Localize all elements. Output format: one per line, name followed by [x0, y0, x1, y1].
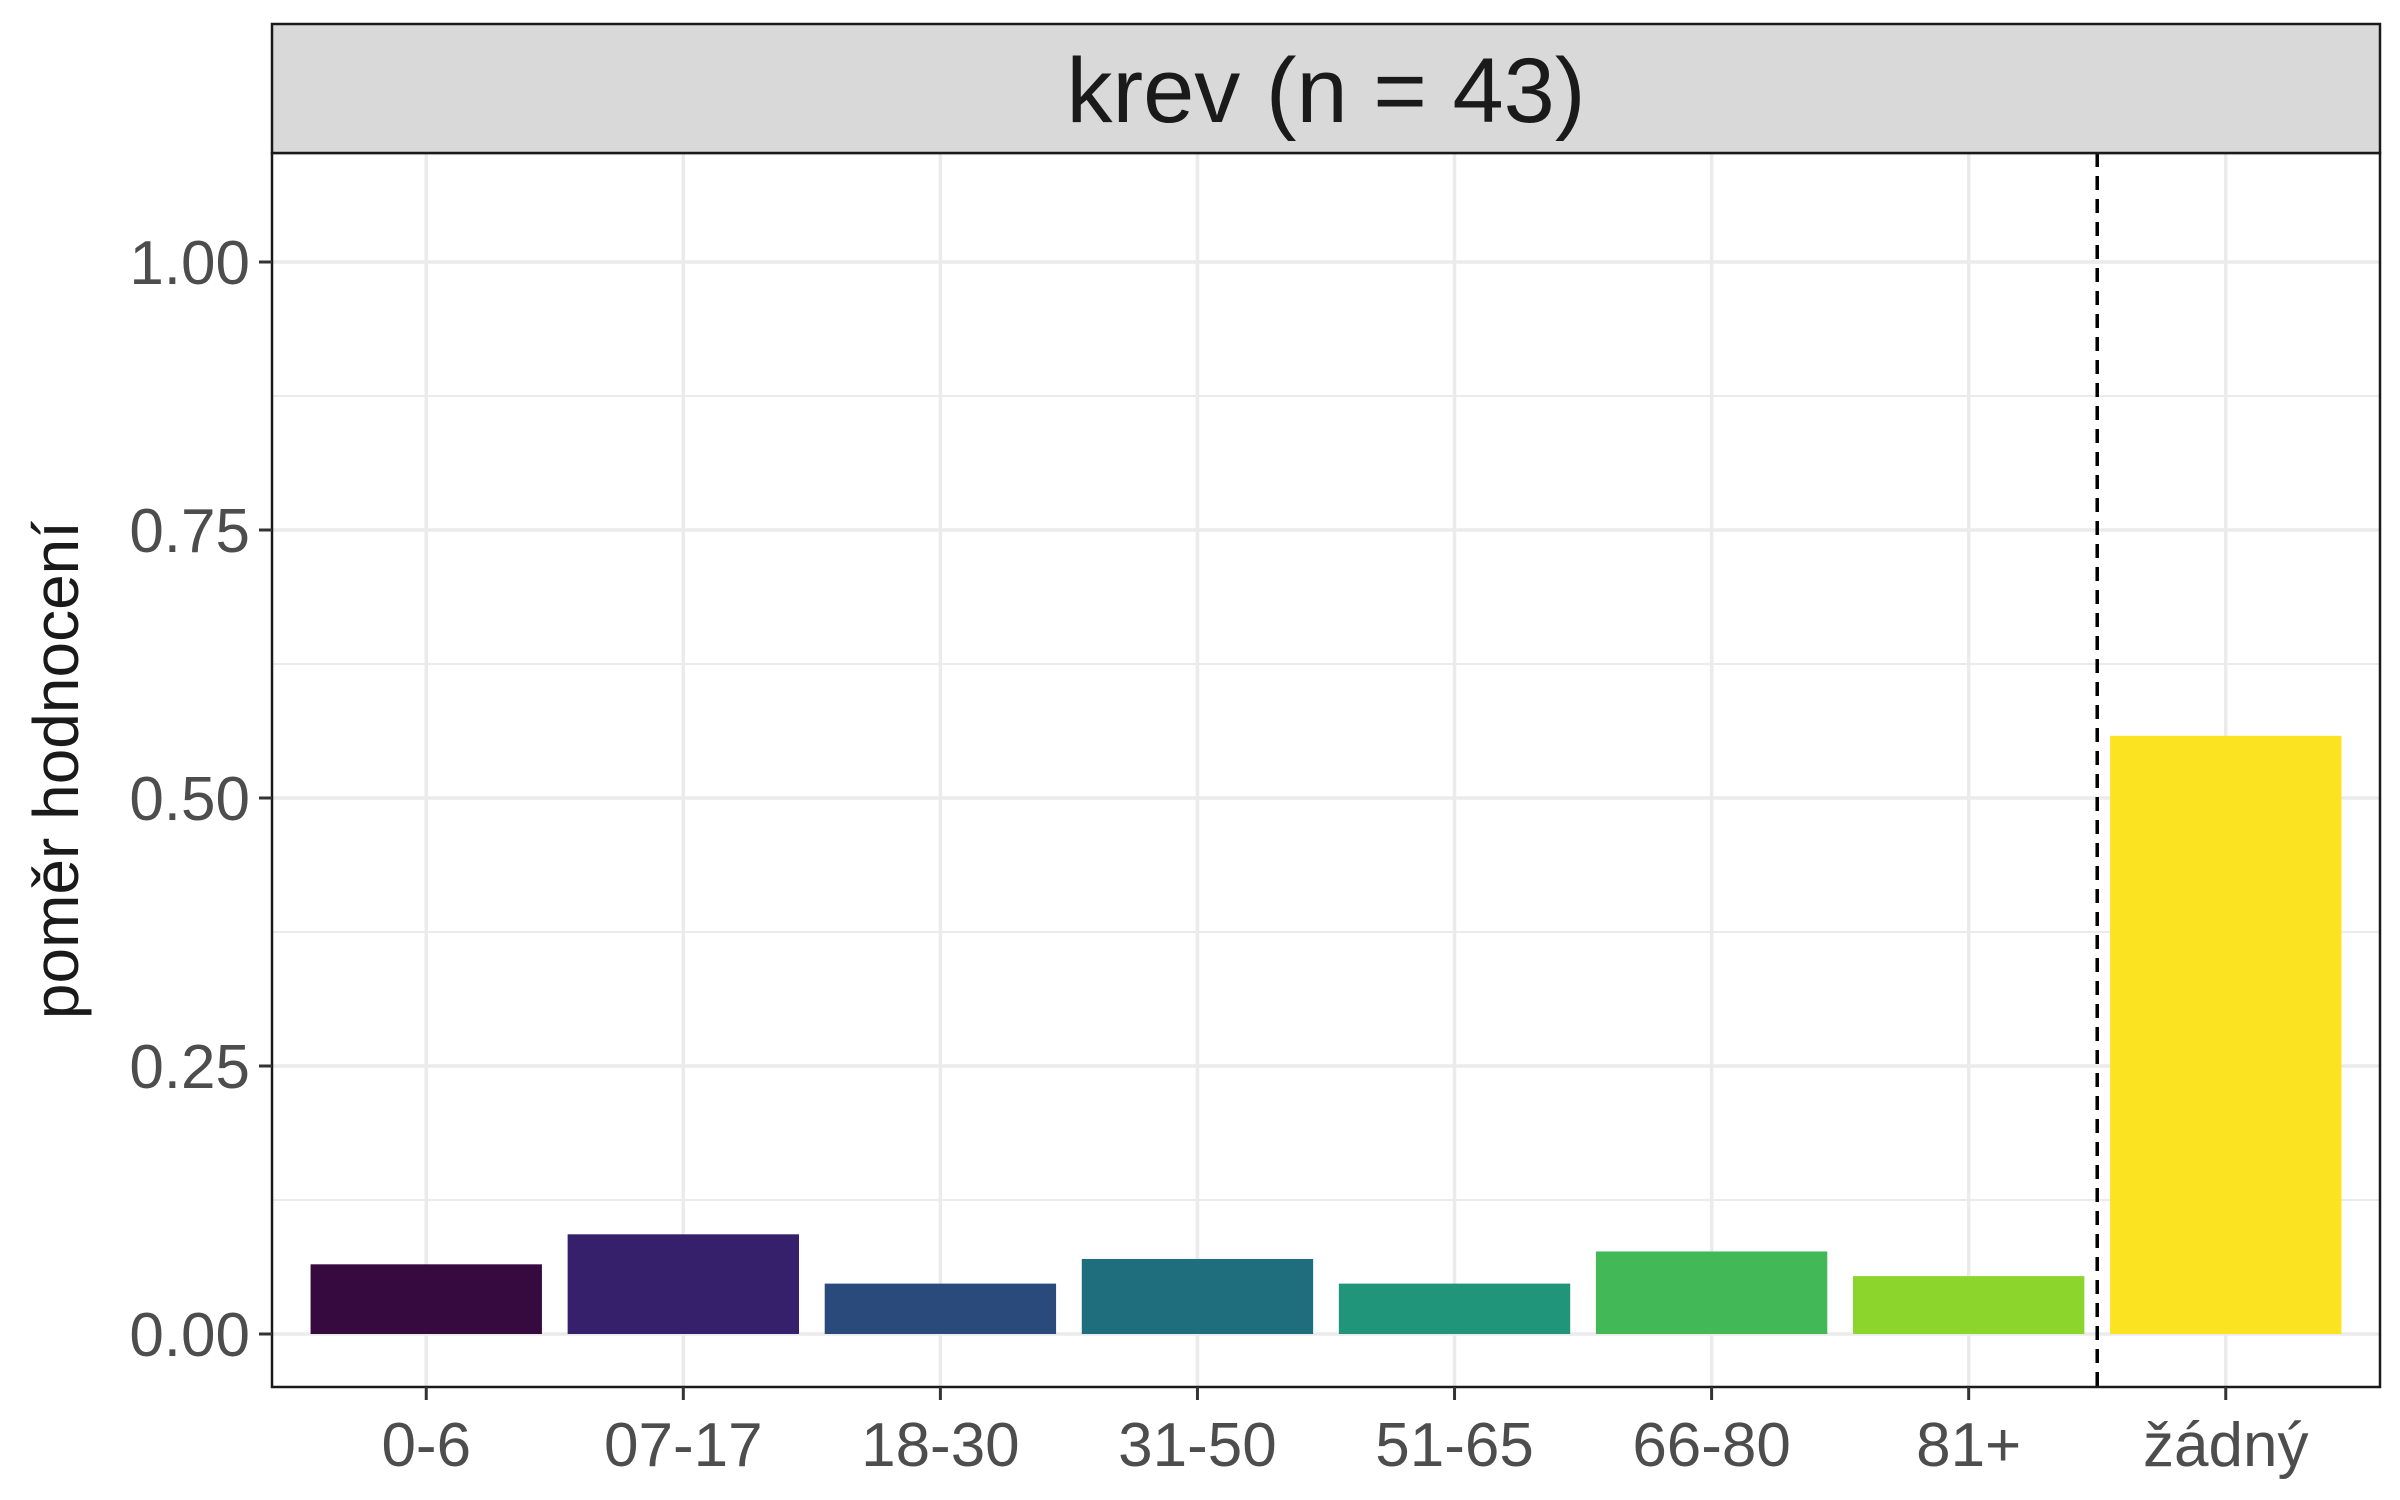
x-tick-label: žádný: [2143, 1411, 2308, 1480]
bar-žádný: [2110, 735, 2342, 1334]
y-tick-label: 0.25: [129, 1033, 250, 1102]
x-tick-label: 51-65: [1375, 1411, 1534, 1480]
y-axis: 0.00 0.25 0.50 0.75 1.00: [129, 229, 272, 1370]
bar-66-80: [1595, 1251, 1828, 1334]
facet-strip: krev (n = 43): [270, 22, 2382, 155]
x-tick-label: 07-17: [604, 1411, 763, 1480]
bar-0-6: [310, 1264, 542, 1334]
bar-51-65: [1338, 1283, 1571, 1334]
x-tick-label: 0-6: [381, 1411, 471, 1480]
y-tick-label: 0.50: [129, 765, 250, 834]
y-tick-label: 1.00: [129, 229, 250, 298]
bar-81+: [1853, 1276, 2085, 1334]
x-tick-label: 18-30: [861, 1411, 1020, 1480]
x-axis: 0-6 07-17 18-30 31-50 51-65 66-80 81+ žádný: [381, 1387, 2308, 1480]
bars: [310, 735, 2342, 1334]
x-tick-label: 31-50: [1118, 1411, 1277, 1480]
bar-31-50: [1081, 1258, 1314, 1334]
bar-18-30: [824, 1283, 1057, 1334]
facet-strip-title: krev (n = 43): [1067, 40, 1586, 142]
x-tick-label: 66-80: [1632, 1411, 1791, 1480]
bar-07-17: [567, 1234, 799, 1334]
y-tick-label: 0.00: [129, 1301, 250, 1370]
y-axis-title: poměr hodnocení: [20, 521, 92, 1019]
plot-panel-background: [272, 153, 2380, 1387]
facet-strip-background: [270, 22, 2382, 155]
grid-lines: [272, 153, 2380, 1387]
y-tick-label: 0.75: [129, 497, 250, 566]
x-tick-label: 81+: [1916, 1411, 2021, 1480]
